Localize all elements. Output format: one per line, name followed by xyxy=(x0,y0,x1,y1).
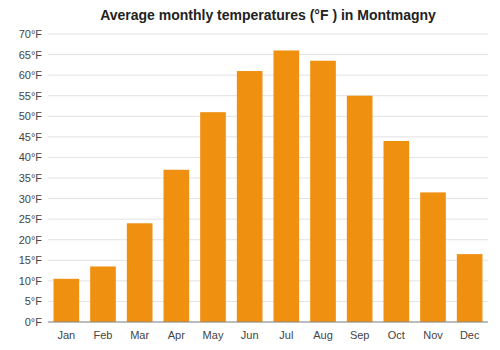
x-tick-label: Aug xyxy=(313,329,333,341)
x-tick-label: Dec xyxy=(460,329,480,341)
bar xyxy=(384,141,410,322)
bar xyxy=(90,266,116,322)
grid-line xyxy=(48,157,488,158)
y-tick-label: 15°F xyxy=(19,254,43,266)
x-tick-label: Jul xyxy=(279,329,293,341)
x-tick-label: Sep xyxy=(350,329,370,341)
y-tick-label: 5°F xyxy=(25,295,43,307)
y-tick-label: 45°F xyxy=(19,131,43,143)
grid-line xyxy=(48,54,488,55)
bar xyxy=(200,112,226,322)
bar xyxy=(54,279,80,322)
x-tick-label: Nov xyxy=(423,329,443,341)
y-tick-label: 50°F xyxy=(19,110,43,122)
bar xyxy=(164,170,190,322)
bar xyxy=(420,192,446,322)
x-tick-label: Jun xyxy=(241,329,259,341)
y-tick-label: 55°F xyxy=(19,90,43,102)
y-tick-label: 30°F xyxy=(19,193,43,205)
x-axis-line xyxy=(48,322,488,323)
grid-line xyxy=(48,136,488,137)
y-tick-label: 40°F xyxy=(19,151,43,163)
bar xyxy=(127,223,153,322)
y-tick-label: 70°F xyxy=(19,28,43,40)
bars xyxy=(54,50,483,322)
bar xyxy=(310,61,336,322)
y-tick-label: 25°F xyxy=(19,213,43,225)
bar xyxy=(274,50,300,322)
grid-line xyxy=(48,116,488,117)
y-tick-label: 35°F xyxy=(19,172,43,184)
grid xyxy=(48,34,488,322)
bar xyxy=(457,254,483,322)
grid-line xyxy=(48,322,488,323)
chart: Average monthly temperatures (°F ) in Mo… xyxy=(0,0,500,350)
y-tick-label: 60°F xyxy=(19,69,43,81)
grid-line xyxy=(48,34,488,35)
y-tick-label: 20°F xyxy=(19,234,43,246)
bar xyxy=(237,71,263,322)
grid-line xyxy=(48,178,488,179)
x-tick-label: Mar xyxy=(130,329,149,341)
x-tick-label: May xyxy=(203,329,224,341)
y-tick-label: 10°F xyxy=(19,275,43,287)
grid-line xyxy=(48,95,488,96)
title: Average monthly temperatures (°F ) in Mo… xyxy=(100,7,436,23)
x-tick-label: Jan xyxy=(57,329,75,341)
grid-line xyxy=(48,75,488,76)
x-tick-label: Apr xyxy=(168,329,185,341)
x-tick-label: Feb xyxy=(94,329,113,341)
x-tick-label: Oct xyxy=(388,329,405,341)
y-tick-label: 65°F xyxy=(19,49,43,61)
bar xyxy=(347,96,373,322)
y-tick-label: 0°F xyxy=(25,316,43,328)
